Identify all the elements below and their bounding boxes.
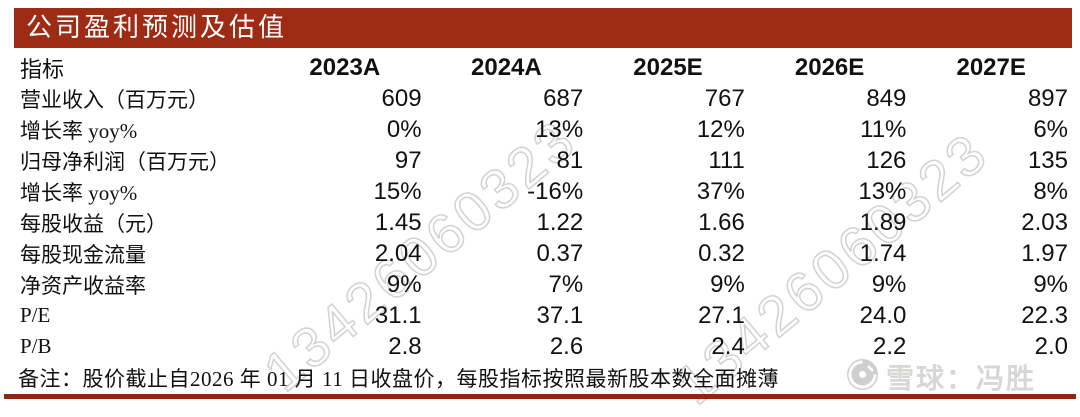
row-label: P/E [20,303,51,327]
column-header-year: 2024A [471,53,542,81]
table-cell-value: 24.0 [859,301,907,329]
table-cell-value: 9% [1033,270,1068,298]
row-label: 增长率 yoy% [20,180,138,205]
table-cell-value: 2.8 [388,332,422,360]
table-cell-value: 609 [381,84,422,112]
table-cell-value: -16% [527,177,584,205]
column-header-year: 2027E [956,53,1026,81]
table-cell-value: 9% [710,270,745,298]
table-cell-value: 849 [866,84,907,112]
table-cell-value: 22.3 [1021,301,1068,329]
row-label: 每股收益（元） [20,211,167,236]
table-cell-value: 81 [556,146,584,174]
xueqiu-watermark: 雪球：冯胜 [846,357,1036,397]
table-cell-value: 12% [696,115,745,143]
row-label: 归母净利润（百万元） [20,149,230,174]
table-cell-value: 27.1 [698,301,745,329]
table-cell-value: 767 [704,84,745,112]
table-cell-value: 135 [1027,146,1068,174]
table-cell-value: 0.32 [698,239,745,267]
table-cell-value: 2.0 [1034,332,1068,360]
table-cell-value: 126 [866,146,907,174]
table-cell-value: 9% [386,270,422,298]
table-cell-value: 9% [871,270,907,298]
table-cell-value: 31.1 [374,301,422,329]
row-label: 增长率 yoy% [20,118,138,143]
column-header-year: 2026E [794,53,865,81]
table-cell-value: 15% [373,177,422,205]
table-cell-value: 2.03 [1021,208,1068,236]
table-cell-value: 6% [1033,115,1068,143]
table-cell-value: 1.45 [374,208,422,236]
title-bar: 公司盈利预测及估值 [14,8,1072,48]
table-cell-value: 111 [708,146,745,174]
row-label: P/B [20,334,52,358]
footnote: 备注：股价截止自2026 年 01 月 11 日收盘价，每股指标按照最新股本数全… [18,367,779,391]
forecast-table: 指标 2023A 2024A 2025E 2026E 2027E 营业收入（百万元） 609 6… [14,52,1072,362]
page-title: 公司盈利预测及估值 [26,13,288,42]
table-cell-value: 7% [548,270,584,298]
column-header-year: 2025E [633,53,703,81]
table-cell-value: 1.74 [859,239,907,267]
table-cell-value: 13% [535,115,584,143]
table-cell-value: 13% [858,177,907,205]
table-cell-value: 37.1 [536,301,584,329]
table-cell-value: 2.2 [873,332,907,360]
table-cell-value: 897 [1027,84,1068,112]
table-cell-value: 2.04 [374,239,422,267]
table-cell-value: 2.6 [549,332,584,360]
snowball-icon [846,358,879,396]
table-cell-value: 97 [394,146,422,174]
table-cell-value: 0.37 [536,239,584,267]
table-cell-value: 1.97 [1021,239,1068,267]
table-cell-value: 1.89 [859,208,907,236]
table-cell-value: 1.66 [698,208,745,236]
table-cell-value: 1.22 [536,208,584,236]
table-cell-value: 687 [543,84,584,112]
row-label: 净资产收益率 [20,273,146,298]
xueqiu-source-label: 雪球：冯胜 [886,363,1037,394]
row-label: 每股现金流量 [20,242,146,267]
column-header-year: 2023A [309,53,381,81]
table-cell-value: 8% [1033,177,1068,205]
row-label: 营业收入（百万元） [20,87,209,112]
table-cell-value: 2.4 [711,332,745,360]
table-cell-value: 11% [860,115,907,143]
table-cell-value: 37% [696,177,745,205]
table-cell-value: 0% [386,115,422,143]
bottom-rule [4,394,1076,399]
column-header-metric: 指标 [20,56,65,82]
